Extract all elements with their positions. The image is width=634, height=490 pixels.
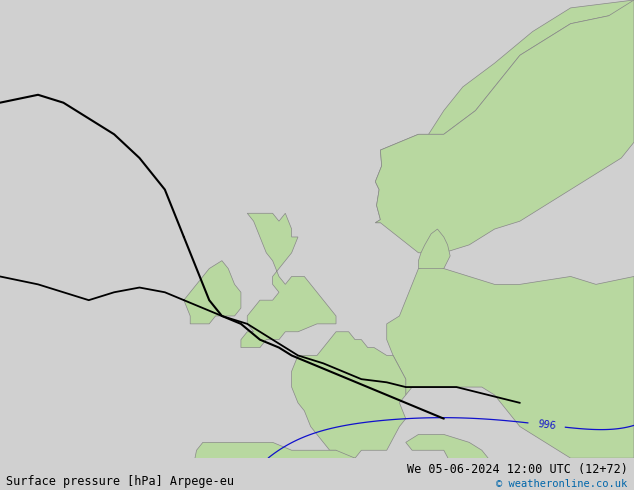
Polygon shape [184,261,241,324]
Text: 996: 996 [537,419,557,431]
Polygon shape [406,435,520,490]
Polygon shape [292,332,406,458]
Polygon shape [190,442,361,490]
Text: Surface pressure [hPa] Arpege-eu: Surface pressure [hPa] Arpege-eu [6,474,235,488]
Text: We 05-06-2024 12:00 UTC (12+72): We 05-06-2024 12:00 UTC (12+72) [407,463,628,476]
Polygon shape [387,269,634,458]
Text: © weatheronline.co.uk: © weatheronline.co.uk [496,479,628,489]
Polygon shape [375,0,634,253]
Polygon shape [418,229,450,272]
Polygon shape [375,0,634,223]
Polygon shape [241,213,336,347]
